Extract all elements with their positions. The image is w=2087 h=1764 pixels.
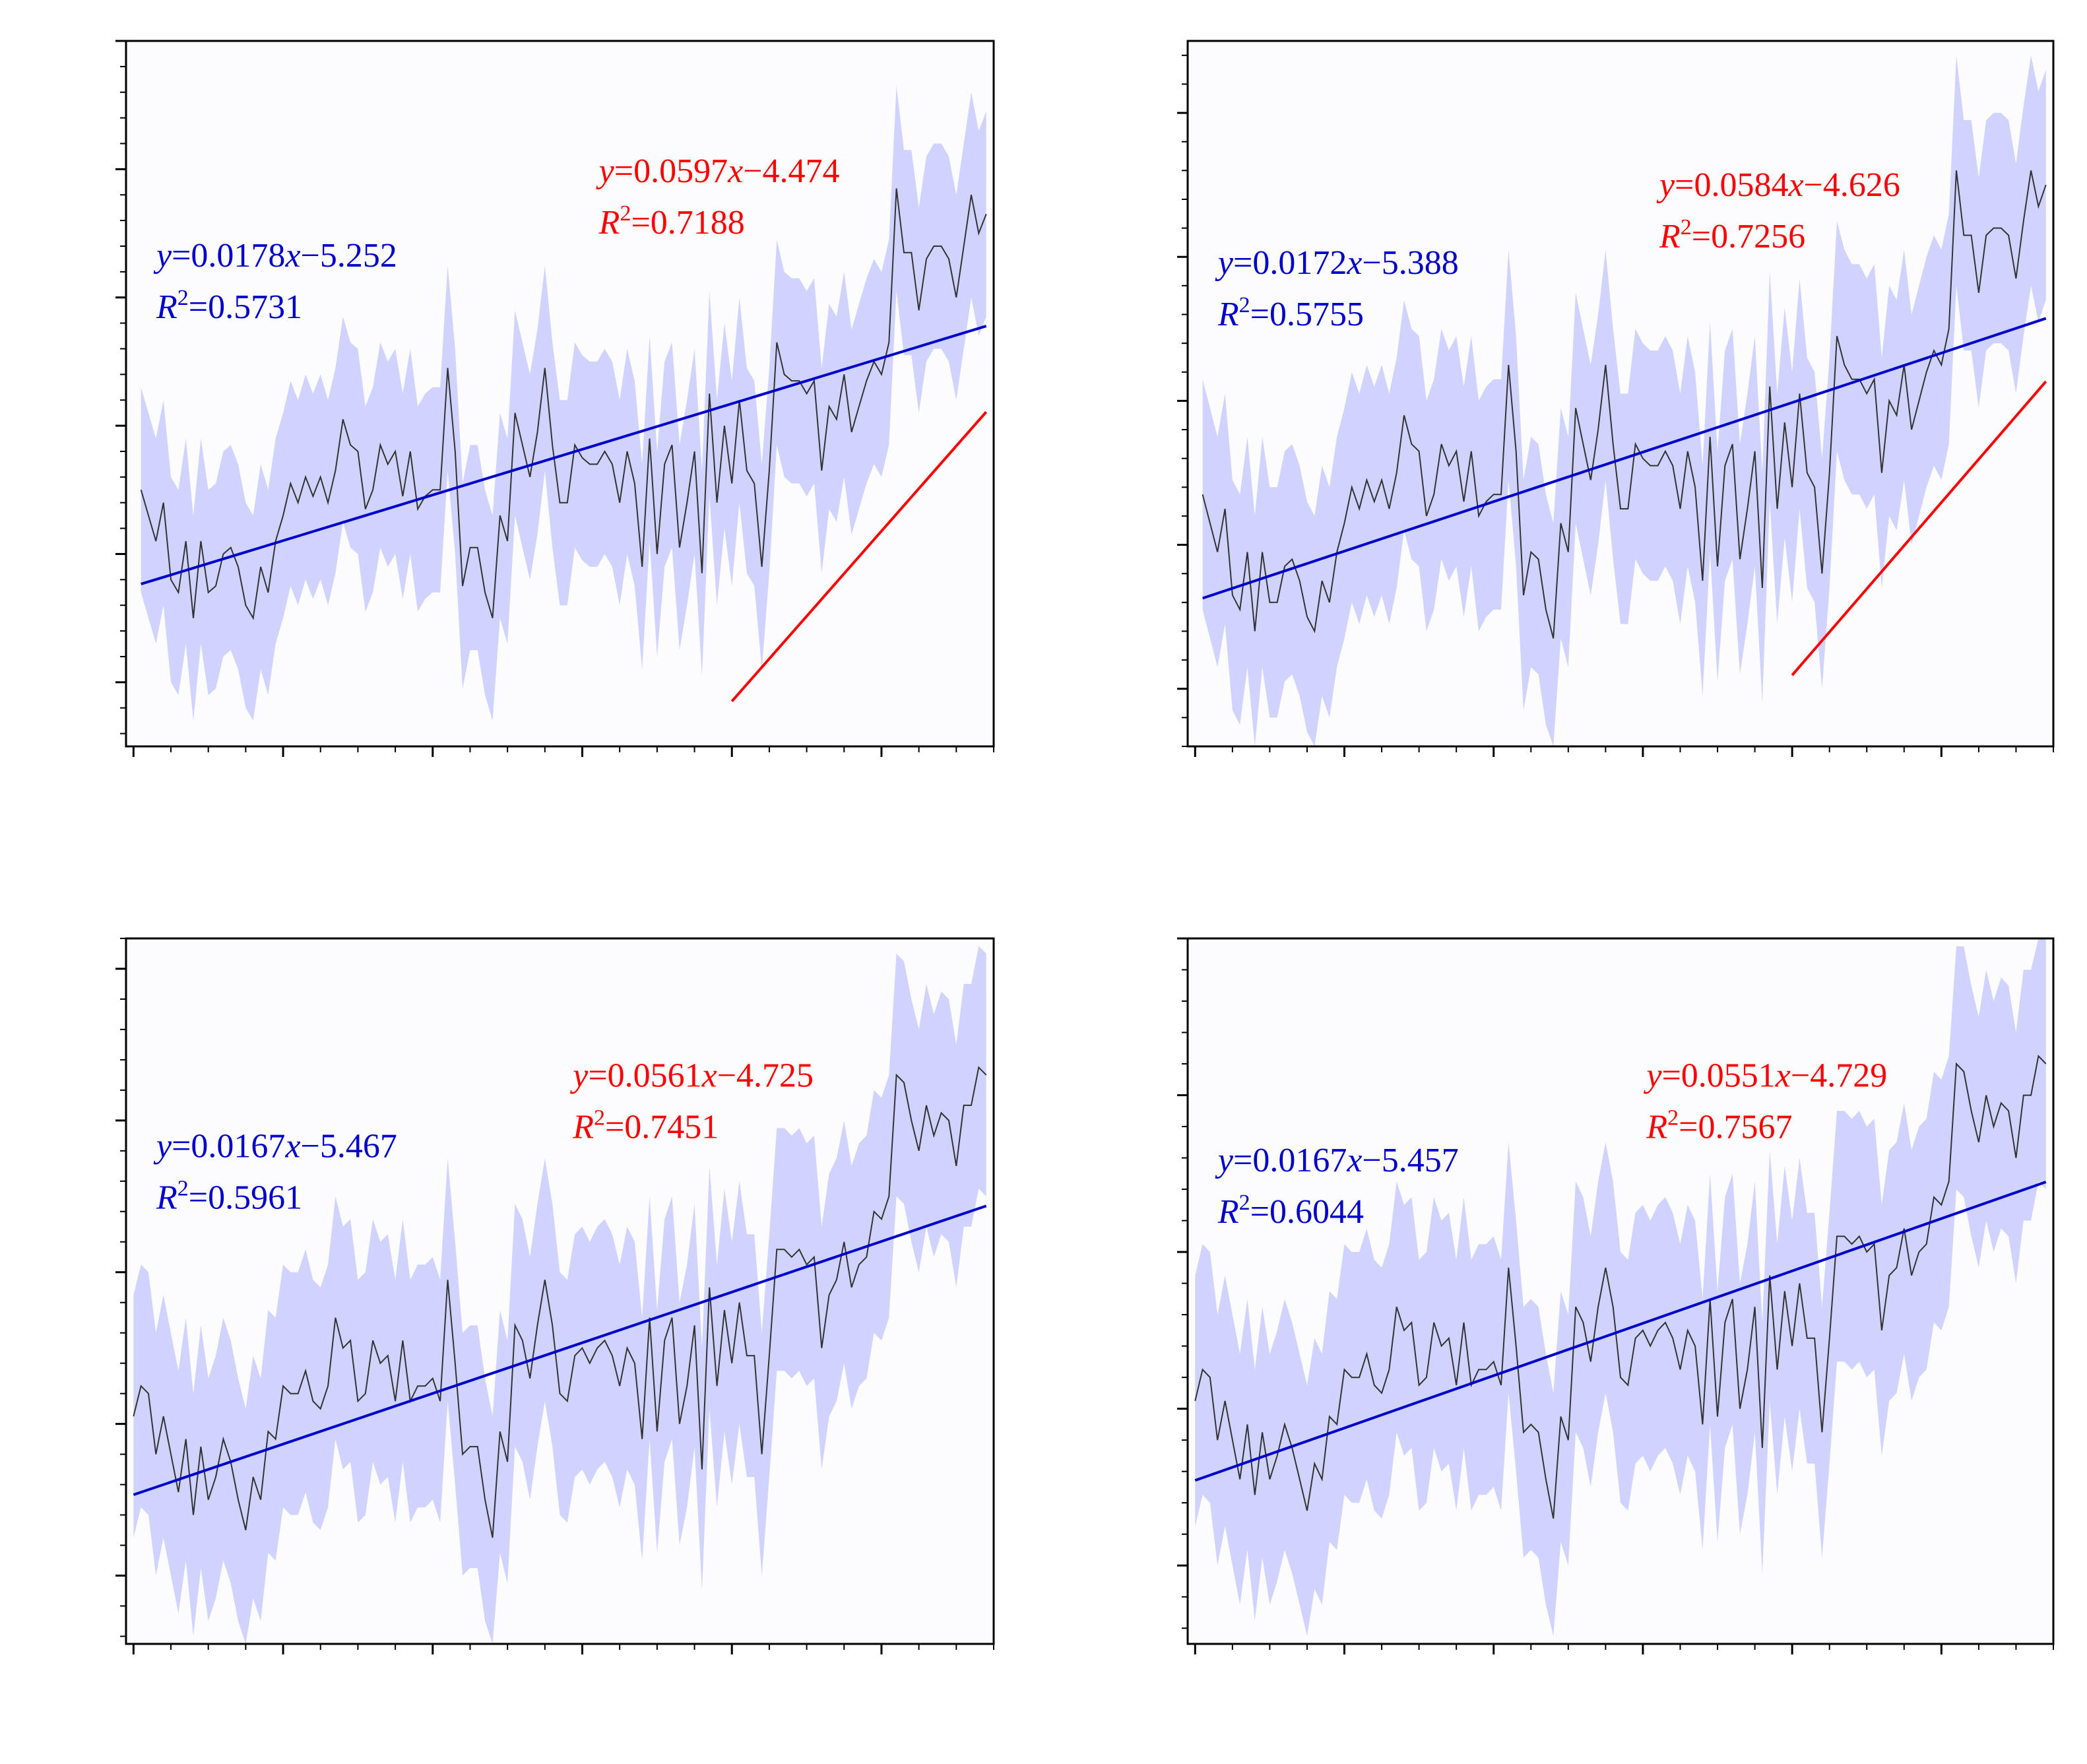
equation-x-var: x [701,1057,717,1094]
equation-y-var: y [153,237,172,275]
equation-x-var: x [727,152,743,190]
r-squared-symbol: R [598,204,620,242]
equation-slope: =0.0584 [1675,166,1788,204]
equation-slope: =0.0172 [1233,244,1347,282]
equation-x-var: x [1346,244,1362,282]
equation-y-var: y [153,1127,172,1165]
long-trend-equation: y=0.0178x−5.252 [153,237,397,275]
uncertainty-band [1202,55,2046,746]
equation-intercept: −4.626 [1804,166,1900,204]
equation-slope: =0.0597 [614,152,728,190]
r-squared-superscript: 2 [177,1176,189,1200]
equation-intercept: −5.388 [1362,244,1458,282]
recent-trend-line [730,410,988,702]
chart-panel-b: y=0.0172x−5.388R2=0.5755y=0.0584x−4.626R… [1177,40,2055,757]
r-squared-value: =0.5961 [189,1179,302,1216]
r-squared-symbol: R [156,1179,177,1216]
r-squared-value: =0.5755 [1250,296,1364,333]
chart-panel-c: y=0.0167x−5.467R2=0.5961y=0.0561x−4.725R… [115,410,995,1654]
r-squared-superscript: 2 [1667,1105,1679,1130]
recent-trend-r-squared: R2=0.7256 [1659,215,1805,255]
r-squared-value: =0.7451 [605,1108,719,1146]
long-trend-r-squared: R2=0.5755 [1217,293,1364,333]
long-term-trend-line [133,1204,987,1496]
equation-intercept: −5.252 [301,237,397,275]
uncertainty-band [133,946,986,1644]
long-trend-r-squared: R2=0.5961 [156,1176,302,1216]
long-term-trend-line [1194,1181,2047,1482]
recent-trend-equation: y=0.0584x−4.626 [1656,166,1900,204]
equation-x-var: x [1775,1057,1791,1094]
r-squared-superscript: 2 [594,1105,605,1130]
equation-slope: =0.0551 [1661,1057,1775,1094]
r-squared-value: =0.5731 [189,288,302,326]
equation-y-var: y [1643,1057,1662,1094]
long-trend-r-squared: R2=0.5731 [156,286,302,326]
mean-temperature-line [140,188,987,620]
axes-frame [1186,937,2055,1645]
equation-intercept: −5.467 [301,1127,397,1165]
r-squared-symbol: R [572,1108,594,1146]
chart-panel-d: y=0.0167x−5.457R2=0.6044y=0.0551x−4.729R… [1177,380,2055,1654]
mean-temperature-line [1194,1055,2047,1519]
long-trend-equation: y=0.0167x−5.467 [153,1127,397,1165]
equation-intercept: −4.474 [743,152,839,190]
recent-trend-equation: y=0.0561x−4.725 [569,1057,814,1094]
equation-slope: =0.0167 [172,1127,285,1165]
r-squared-value: =0.7567 [1679,1108,1792,1146]
equation-slope: =0.0167 [1233,1142,1347,1179]
equation-y-var: y [596,152,615,190]
r-squared-symbol: R [1217,296,1239,333]
r-squared-superscript: 2 [1239,293,1250,317]
recent-trend-equation: y=0.0551x−4.729 [1643,1057,1887,1094]
equation-intercept: −4.729 [1791,1057,1887,1094]
r-squared-value: =0.7256 [1692,218,1805,255]
long-trend-equation: y=0.0167x−5.457 [1215,1142,1459,1179]
equation-x-var: x [284,237,300,275]
long-trend-equation: y=0.0172x−5.388 [1215,244,1459,282]
uncertainty-band [141,86,986,721]
recent-trend-line [1791,380,2047,676]
r-squared-symbol: R [1646,1108,1667,1146]
equation-slope: =0.0178 [172,237,285,275]
equation-y-var: y [1215,1142,1234,1179]
equation-x-var: x [284,1127,300,1165]
r-squared-value: =0.7188 [631,204,744,242]
recent-trend-r-squared: R2=0.7567 [1646,1105,1792,1146]
recent-trend-r-squared: R2=0.7451 [572,1105,719,1146]
long-trend-r-squared: R2=0.6044 [1217,1191,1364,1231]
equation-y-var: y [1215,244,1234,282]
equation-y-var: y [569,1057,589,1094]
r-squared-symbol: R [156,288,177,326]
equation-x-var: x [1787,166,1803,204]
equation-y-var: y [1656,166,1675,204]
r-squared-symbol: R [1217,1193,1239,1231]
axes-frame [1186,40,2055,748]
r-squared-symbol: R [1659,218,1681,255]
r-squared-superscript: 2 [1681,215,1692,240]
axes-frame [125,40,995,748]
r-squared-value: =0.6044 [1250,1193,1364,1231]
long-term-trend-line [1202,317,2047,600]
equation-intercept: −5.457 [1362,1142,1458,1179]
long-term-trend-line [141,325,987,585]
mean-temperature-line [133,1066,987,1538]
equation-x-var: x [1346,1142,1362,1179]
r-squared-superscript: 2 [177,286,189,310]
chart-panel-a: y=0.0178x−5.252R2=0.5731y=0.0597x−4.474R… [115,40,995,757]
recent-trend-equation: y=0.0597x−4.474 [596,152,840,190]
mean-temperature-line [1202,170,2047,639]
r-squared-superscript: 2 [620,201,631,226]
r-squared-superscript: 2 [1239,1191,1250,1215]
uncertainty-band [1195,938,2046,1637]
axes-frame [125,937,995,1645]
equation-slope: =0.0561 [588,1057,701,1094]
equation-intercept: −4.725 [717,1057,814,1094]
recent-trend-r-squared: R2=0.7188 [598,201,745,242]
